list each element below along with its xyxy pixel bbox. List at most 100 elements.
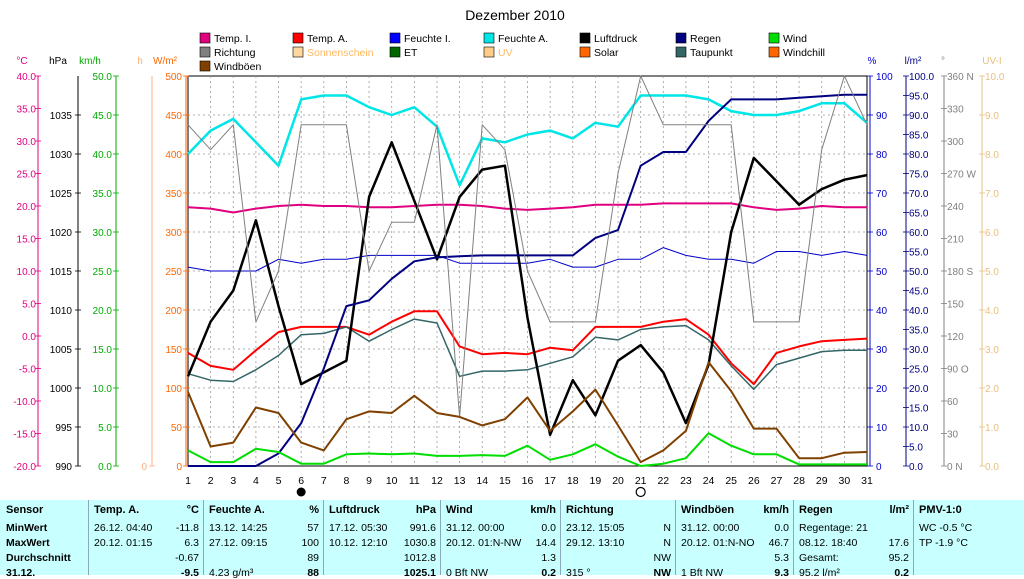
axis-tick-label: 100 [165, 384, 182, 395]
x-tick-label: 24 [703, 475, 715, 487]
axis-tick-label: 5.0 [22, 300, 36, 311]
axis-tick-label: 50.0 [93, 72, 113, 83]
feuchte-min-ts: 13.12. 14:25 [209, 522, 268, 534]
luft-max: 1030.8 [403, 537, 436, 549]
legend-swatch [199, 60, 211, 72]
x-tick-label: 22 [657, 475, 669, 487]
axis-tick-label: 0 [141, 462, 147, 473]
legend-swatch [579, 46, 591, 58]
axis-tick-label: 30 [876, 345, 888, 356]
axis-tick-label: 10.0 [909, 423, 929, 434]
axis-tick-label: 400 [165, 150, 182, 161]
x-tick-label: 4 [253, 475, 259, 487]
temp-min: -11.8 [175, 522, 199, 534]
axis-tick-label: 300 [165, 228, 182, 239]
temp-avg: -0.67 [175, 552, 199, 564]
series-feuchte-i- [187, 247, 868, 272]
series-wind [187, 432, 867, 467]
stats-richtung: Richtung 23.12. 15:05 N 29.12. 13:10 N N… [560, 500, 676, 579]
axis-tick-label: 1010 [50, 306, 73, 317]
axis-tick-label: 55.0 [909, 248, 929, 259]
legend-label: Wind [783, 33, 807, 45]
x-tick-label: 23 [680, 475, 692, 487]
axis-tick-label: 0.0 [909, 462, 923, 473]
x-tick-label: 25 [725, 475, 737, 487]
axes: °C 40.0 35.0 30.0 25.0 20.0 15.0 10.0 5.0 0.0 -5.0… [13, 56, 1005, 473]
x-tick-label: 12 [431, 475, 443, 487]
feuchte-last: 88 [307, 567, 319, 579]
legend-label: Taupunkt [690, 47, 733, 59]
legend-swatch [389, 46, 401, 58]
axis-tick-label: 1005 [50, 345, 73, 356]
axis-tick-label: 15.0 [909, 404, 929, 415]
regen-tage: Regentage: 21 [799, 522, 868, 534]
row-label-last: 31.12. [6, 567, 36, 579]
axis-tick-label: 60.0 [909, 228, 929, 239]
wind-header: Wind [446, 504, 473, 516]
axis-tick-label: 60 [876, 228, 888, 239]
axis-tick-label: 0 [176, 462, 182, 473]
axis-tick-label: 90 O [947, 365, 969, 376]
legend-swatch [768, 46, 780, 58]
new-moon-icon [296, 487, 306, 497]
stats-sensor: Sensor MinWert MaxWert Durchschnitt 31.1… [0, 500, 88, 579]
luft-unit: hPa [415, 504, 436, 516]
weather-chart: Dezember 2010 Temp. I. Temp. A. Feuchte I.… [13, 7, 1005, 498]
legend-label: ET [404, 47, 418, 59]
wind-min-ts: 31.12. 00:00 [446, 522, 505, 534]
feuchte-header: Feuchte A. [209, 504, 265, 516]
axis-tick-label: 80.0 [909, 150, 929, 161]
legend-swatch [483, 32, 495, 44]
axis-tick-label: 85.0 [909, 131, 929, 142]
axis-tick-label: 500 [165, 72, 182, 83]
axis-unit: km/h [79, 56, 101, 67]
series-lines [186, 75, 868, 467]
x-tick-label: 10 [386, 475, 398, 487]
axis-tick-label: 70.0 [909, 189, 929, 200]
richtung-max-ts: 29.12. 13:10 [566, 537, 625, 549]
legend-label: Regen [690, 33, 721, 45]
legend-label: Windchill [783, 47, 825, 59]
x-tick-label: 2 [208, 475, 214, 487]
feuchte-unit: % [309, 504, 319, 516]
axis-tick-label: 25.0 [93, 267, 113, 278]
richtung-header: Richtung [566, 504, 614, 516]
stats-regen: Regen l/m² Regentage: 21 08.12. 18:40 17… [793, 500, 914, 579]
axis-unit: ° [941, 56, 945, 67]
series-regen [188, 93, 867, 467]
x-tick-label: 18 [567, 475, 579, 487]
wind-avg: 1.3 [541, 552, 556, 564]
feuchte-last-abs: 4.23 g/m³ [209, 567, 254, 579]
legend-label: Luftdruck [594, 33, 638, 45]
moon-phases [296, 486, 646, 498]
row-label-avg: Durchschnitt [6, 552, 71, 564]
axis-tick-label: 95.0 [909, 92, 929, 103]
axis-tick-label: 40.0 [17, 72, 37, 83]
stats-boeen: Windböen km/h 31.12. 00:00 0.0 20.12. 01… [675, 500, 794, 579]
stats-pmv: PMV-1:0 WC -0.5 °C TP -1.9 °C [913, 500, 1024, 575]
axis-tick-label: 150 [947, 300, 964, 311]
series-luftdruck [186, 141, 868, 437]
axis-tick-label: 0.0 [98, 462, 112, 473]
axis-tick-label: 40.0 [909, 306, 929, 317]
boeen-last: 9.3 [774, 567, 789, 579]
feuchte-max-ts: 27.12. 09:15 [209, 537, 268, 549]
regen-header: Regen [799, 504, 833, 516]
axis-tick-label: 20 [876, 384, 888, 395]
temp-max-ts: 20.12. 01:15 [94, 537, 153, 549]
series-richtung [187, 75, 868, 418]
x-tick-label: 8 [344, 475, 350, 487]
axis-tick-label: 60 [947, 397, 959, 408]
wind-max: 14.4 [535, 537, 556, 549]
axis-tick-label: 80 [876, 150, 888, 161]
axis-tick-label: 10.0 [985, 72, 1005, 83]
axis-tick-label: 20.0 [93, 306, 113, 317]
temp-min-ts: 26.12. 04:40 [94, 522, 153, 534]
stats-wind: Wind km/h 31.12. 00:00 0.0 20.12. 01:N-N… [440, 500, 561, 579]
axis-tick-label: 90 [876, 111, 888, 122]
legend-label: Richtung [214, 47, 256, 59]
axis-tick-label: 50.0 [909, 267, 929, 278]
axis-tick-label: 40.0 [93, 150, 113, 161]
luft-header: Luftdruck [329, 504, 380, 516]
x-tick-label: 3 [230, 475, 236, 487]
